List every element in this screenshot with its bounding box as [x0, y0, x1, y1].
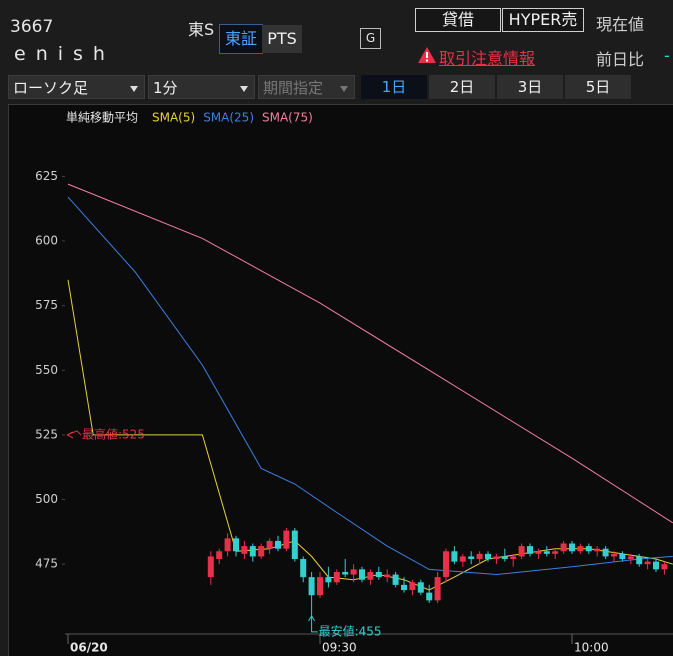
candle-body	[543, 551, 550, 554]
x-tick-label: 06/20	[70, 641, 108, 655]
candle-body	[535, 551, 542, 554]
candle-body	[426, 592, 433, 601]
candle-body	[653, 561, 659, 570]
y-tick-label: 550	[35, 363, 58, 377]
y-tick-label: 625	[35, 169, 58, 183]
lending-button[interactable]: 貸借	[415, 8, 501, 32]
candle-body	[207, 556, 214, 578]
candle-body	[636, 556, 643, 565]
candle-body	[451, 551, 458, 562]
candle-body	[619, 553, 626, 560]
stock-name: enish	[14, 43, 115, 65]
candle-body	[249, 546, 256, 557]
market-button[interactable]: 東証	[219, 24, 263, 54]
candle-body	[350, 569, 357, 575]
sma-line	[67, 279, 673, 591]
y-tick-label: 500	[35, 492, 58, 506]
candle-body	[375, 571, 382, 578]
candle-body	[577, 546, 584, 552]
y-tick-label: 475	[35, 557, 58, 571]
legend-entry: SMA(75)	[262, 111, 313, 125]
sma-line	[67, 183, 673, 524]
candle-body	[241, 546, 248, 554]
candle-body	[459, 556, 466, 562]
candle-body	[661, 564, 668, 570]
candle-body	[611, 553, 617, 557]
annotation-pointer	[66, 430, 82, 439]
candle-body	[333, 571, 340, 583]
y-tick-label: 575	[35, 298, 58, 312]
candle-body	[359, 569, 365, 580]
candle-body	[501, 556, 508, 560]
candle-body	[476, 553, 483, 560]
x-tick-label: 10:00	[574, 641, 609, 655]
candle-body	[569, 543, 575, 552]
change-label: 前日比	[596, 50, 645, 69]
candle-body	[401, 584, 407, 591]
y-tick-label: 600	[35, 234, 58, 248]
candle-body	[443, 551, 449, 578]
chart: 単純移動平均 475 500 525 550 575 600 625 06/20 09:30 10…	[8, 104, 673, 656]
candle-body	[266, 540, 273, 549]
candle-body	[392, 574, 399, 585]
annotation: 最高値:525	[82, 426, 145, 441]
legend-entry: SMA(25)	[203, 111, 254, 125]
range-tab[interactable]: 3日	[497, 75, 563, 99]
candle-body	[367, 571, 374, 580]
sma-line	[67, 196, 673, 576]
interval-select[interactable]: 1分	[148, 75, 255, 99]
alert-icon	[418, 47, 436, 63]
candle-body	[216, 551, 223, 560]
candle-body	[594, 548, 601, 552]
candle-body	[510, 556, 517, 560]
alert-link[interactable]: 取引注意情報	[439, 49, 536, 68]
candle-body	[602, 548, 609, 557]
candle-body	[233, 538, 239, 552]
change-value: -	[664, 46, 670, 65]
candle-body	[627, 556, 634, 560]
candle-body	[417, 582, 424, 593]
annotation: 最安値:455	[319, 623, 382, 638]
stock-code: 3667	[10, 17, 54, 37]
candle-body	[224, 538, 231, 552]
candle-body	[518, 546, 525, 557]
current-price-label: 現在値	[596, 15, 645, 34]
candle-body	[275, 540, 281, 549]
candle-body	[644, 561, 651, 565]
candle-body	[560, 543, 567, 552]
chart-type-select[interactable]: ローソク足	[8, 75, 145, 99]
market-label: 東S	[188, 20, 215, 39]
y-tick-label: 525	[35, 427, 58, 441]
candle-body	[283, 530, 290, 549]
candle-body	[317, 577, 323, 596]
candle-body	[409, 582, 416, 591]
candle-body	[585, 546, 592, 552]
hyper-sell-button[interactable]: HYPER売	[502, 8, 584, 32]
market-button[interactable]: PTS	[262, 25, 302, 53]
candle-body	[527, 546, 533, 554]
legend-title: 単純移動平均	[66, 111, 138, 125]
candle-body	[552, 551, 559, 554]
annotation-pointer	[308, 615, 318, 633]
candle-body	[258, 546, 265, 557]
candle-body	[325, 577, 332, 583]
range-tab[interactable]: 5日	[565, 75, 631, 99]
range-tab[interactable]: 1日	[361, 75, 427, 99]
candle-body	[308, 577, 315, 596]
legend-entry: SMA(5)	[152, 111, 195, 125]
candle-body	[493, 556, 500, 560]
g-button[interactable]: G	[360, 28, 381, 49]
candle-body	[384, 574, 391, 578]
period-select: 期間指定	[258, 75, 355, 99]
candle-body	[300, 559, 307, 578]
range-tab[interactable]: 2日	[429, 75, 495, 99]
candle-body	[485, 553, 491, 560]
candle-body	[291, 530, 298, 560]
candle-body	[468, 556, 475, 560]
x-tick-label: 09:30	[322, 641, 357, 655]
candle-body	[434, 577, 441, 601]
candle-body	[342, 571, 349, 575]
